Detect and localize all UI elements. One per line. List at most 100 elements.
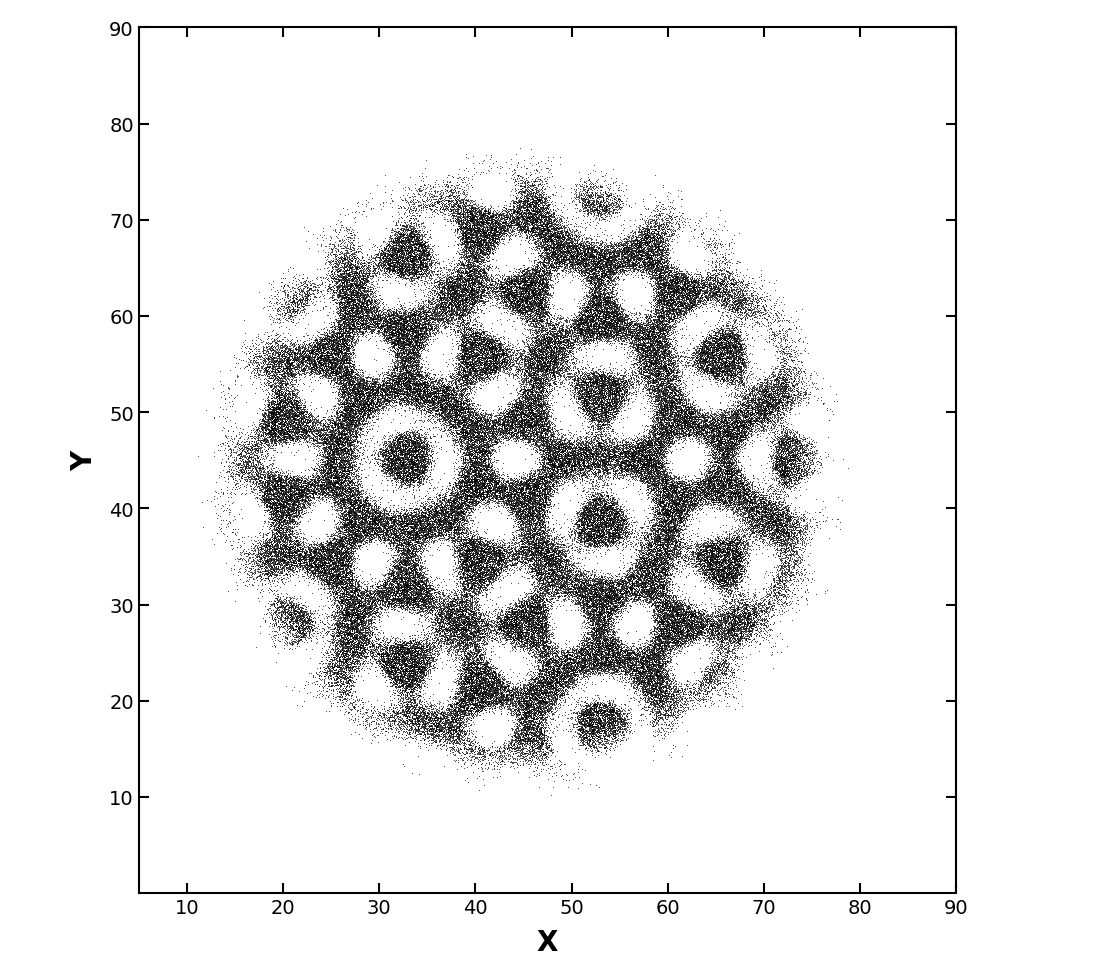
Point bbox=[424, 533, 441, 549]
Point bbox=[603, 735, 621, 750]
Point bbox=[635, 344, 653, 360]
Point bbox=[554, 666, 572, 682]
Point bbox=[519, 571, 537, 586]
Point bbox=[529, 361, 546, 376]
Point bbox=[373, 385, 391, 401]
Point bbox=[653, 371, 670, 387]
Point bbox=[477, 220, 495, 235]
Point bbox=[281, 410, 299, 426]
Point bbox=[565, 455, 583, 471]
Point bbox=[452, 694, 470, 709]
Point bbox=[528, 361, 545, 377]
Point bbox=[260, 426, 277, 442]
Point bbox=[369, 404, 387, 420]
Point bbox=[382, 188, 400, 203]
Point bbox=[461, 560, 479, 575]
Point bbox=[325, 557, 343, 573]
Point bbox=[654, 648, 671, 663]
Point bbox=[459, 633, 476, 649]
Point bbox=[468, 675, 485, 691]
Point bbox=[379, 369, 396, 385]
Point bbox=[512, 615, 530, 630]
Point bbox=[518, 510, 535, 526]
Point bbox=[758, 585, 775, 601]
Point bbox=[639, 434, 657, 449]
Point bbox=[773, 443, 791, 458]
Point bbox=[323, 330, 341, 346]
Point bbox=[303, 478, 321, 493]
Point bbox=[710, 485, 727, 500]
Point bbox=[330, 438, 347, 453]
Point bbox=[627, 659, 645, 675]
Point bbox=[425, 704, 442, 720]
Point bbox=[458, 364, 475, 380]
Point bbox=[587, 394, 604, 409]
Point bbox=[486, 413, 504, 429]
Point bbox=[729, 494, 747, 510]
Point bbox=[528, 531, 545, 546]
Point bbox=[576, 662, 593, 678]
Point bbox=[726, 579, 744, 595]
Point bbox=[402, 446, 419, 461]
Point bbox=[708, 651, 726, 666]
Point bbox=[434, 584, 451, 600]
Point bbox=[261, 336, 278, 352]
Point bbox=[403, 510, 420, 526]
Point bbox=[454, 462, 472, 478]
Point bbox=[676, 407, 693, 423]
Point bbox=[399, 599, 416, 615]
Point bbox=[718, 342, 736, 358]
Point bbox=[602, 382, 620, 398]
Point bbox=[471, 679, 488, 695]
Point bbox=[543, 689, 561, 704]
Point bbox=[608, 639, 625, 655]
Point bbox=[506, 503, 523, 519]
Point bbox=[658, 409, 676, 425]
Point bbox=[558, 435, 576, 450]
Point bbox=[717, 412, 735, 428]
Point bbox=[777, 457, 795, 473]
Point bbox=[245, 565, 263, 580]
Point bbox=[539, 539, 556, 555]
Point bbox=[624, 380, 642, 396]
Point bbox=[302, 283, 320, 299]
Point bbox=[372, 319, 390, 335]
Point bbox=[538, 451, 555, 467]
Point bbox=[606, 631, 623, 647]
Point bbox=[753, 529, 771, 544]
Point bbox=[519, 548, 537, 564]
Point bbox=[338, 581, 356, 597]
Point bbox=[267, 487, 285, 502]
Point bbox=[414, 434, 431, 449]
Point bbox=[322, 561, 339, 576]
Point bbox=[482, 361, 499, 376]
Point bbox=[390, 253, 407, 269]
Point bbox=[610, 576, 627, 592]
Point bbox=[477, 474, 495, 489]
Point bbox=[671, 682, 689, 698]
Point bbox=[643, 531, 660, 546]
Point bbox=[727, 531, 745, 546]
Point bbox=[625, 443, 643, 458]
Point bbox=[612, 643, 630, 658]
Point bbox=[381, 241, 399, 257]
Point bbox=[341, 340, 358, 356]
Point bbox=[280, 403, 298, 418]
Point bbox=[569, 456, 587, 472]
Point bbox=[336, 300, 354, 316]
Point bbox=[465, 699, 483, 714]
Point bbox=[452, 607, 470, 622]
Point bbox=[699, 491, 716, 507]
Point bbox=[326, 344, 344, 360]
Point bbox=[607, 533, 624, 549]
Point bbox=[322, 371, 339, 387]
Point bbox=[690, 286, 707, 302]
Point bbox=[389, 259, 406, 275]
Point bbox=[512, 209, 530, 225]
Point bbox=[588, 266, 606, 281]
Point bbox=[434, 518, 451, 533]
Point bbox=[298, 427, 315, 443]
Point bbox=[780, 526, 797, 541]
Point bbox=[451, 570, 469, 585]
Point bbox=[543, 315, 561, 330]
